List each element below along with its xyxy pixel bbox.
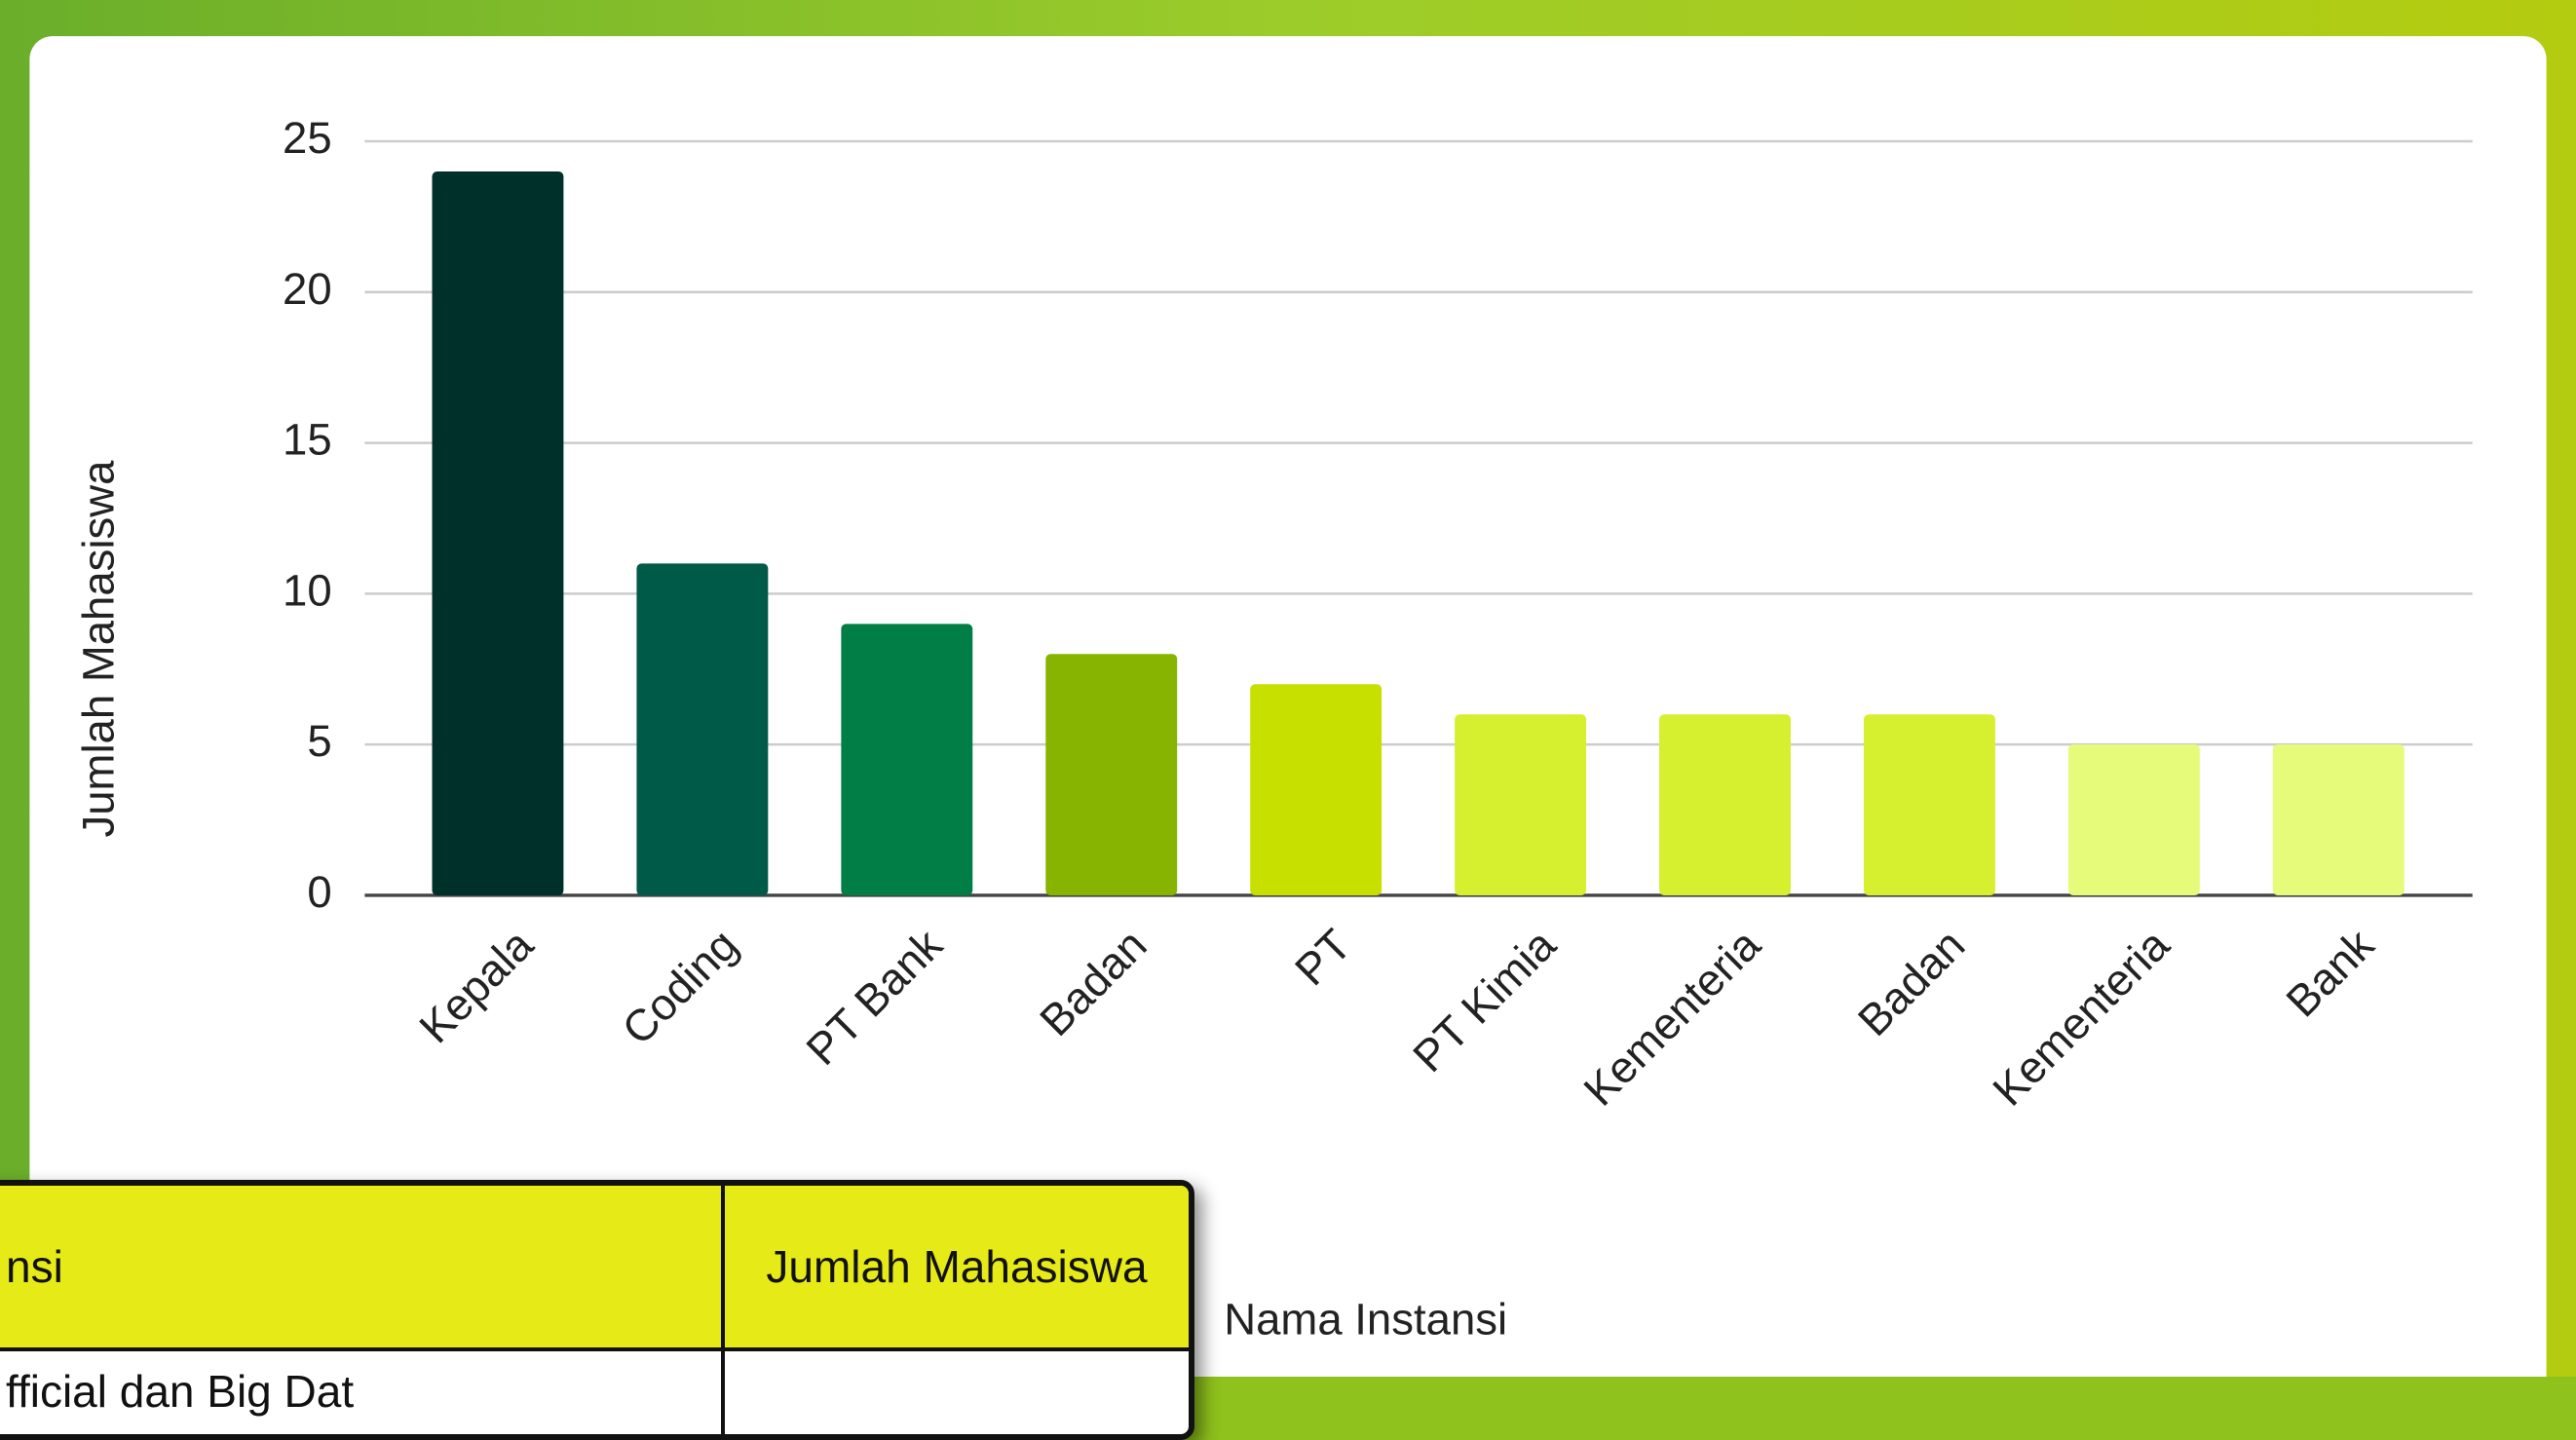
- y-tick-label: 0: [307, 867, 331, 917]
- bar: [1250, 684, 1383, 895]
- y-tick-label: 5: [307, 716, 331, 766]
- bar: [1659, 714, 1791, 895]
- bar: [1455, 714, 1587, 895]
- y-tick-label: 25: [283, 113, 332, 163]
- table-cell: [721, 1347, 1189, 1434]
- bar: [2272, 744, 2405, 895]
- table-row: fficial dan Big Dat: [0, 1347, 1189, 1434]
- chart: Jumlah Mahasiswa Nama Instansi 0 5 10 15 20 2…: [0, 0, 2576, 1377]
- bar: [1863, 714, 1995, 895]
- bar: [2067, 744, 2200, 895]
- header-cell: nsi: [0, 1186, 723, 1349]
- header-cell: Jumlah Mahasiswa: [721, 1186, 1189, 1349]
- table: nsi Jumlah Mahasiswa fficial dan Big Dat: [0, 1186, 1189, 1434]
- y-tick-label: 15: [283, 415, 332, 465]
- bar: [636, 563, 769, 895]
- bar: [1045, 654, 1178, 895]
- table-cell: fficial dan Big Dat: [0, 1347, 723, 1434]
- data-table: nsi Jumlah Mahasiswa fficial dan Big Dat: [0, 1180, 1194, 1440]
- y-tick-label: 20: [283, 264, 332, 314]
- bar: [432, 171, 564, 895]
- y-tick-label: 10: [283, 565, 332, 615]
- x-axis-title: Nama Instansi: [1224, 1294, 1507, 1344]
- bar: [841, 624, 973, 895]
- y-axis-title: Jumlah Mahasiswa: [74, 460, 124, 838]
- table-header: nsi Jumlah Mahasiswa: [0, 1186, 1189, 1349]
